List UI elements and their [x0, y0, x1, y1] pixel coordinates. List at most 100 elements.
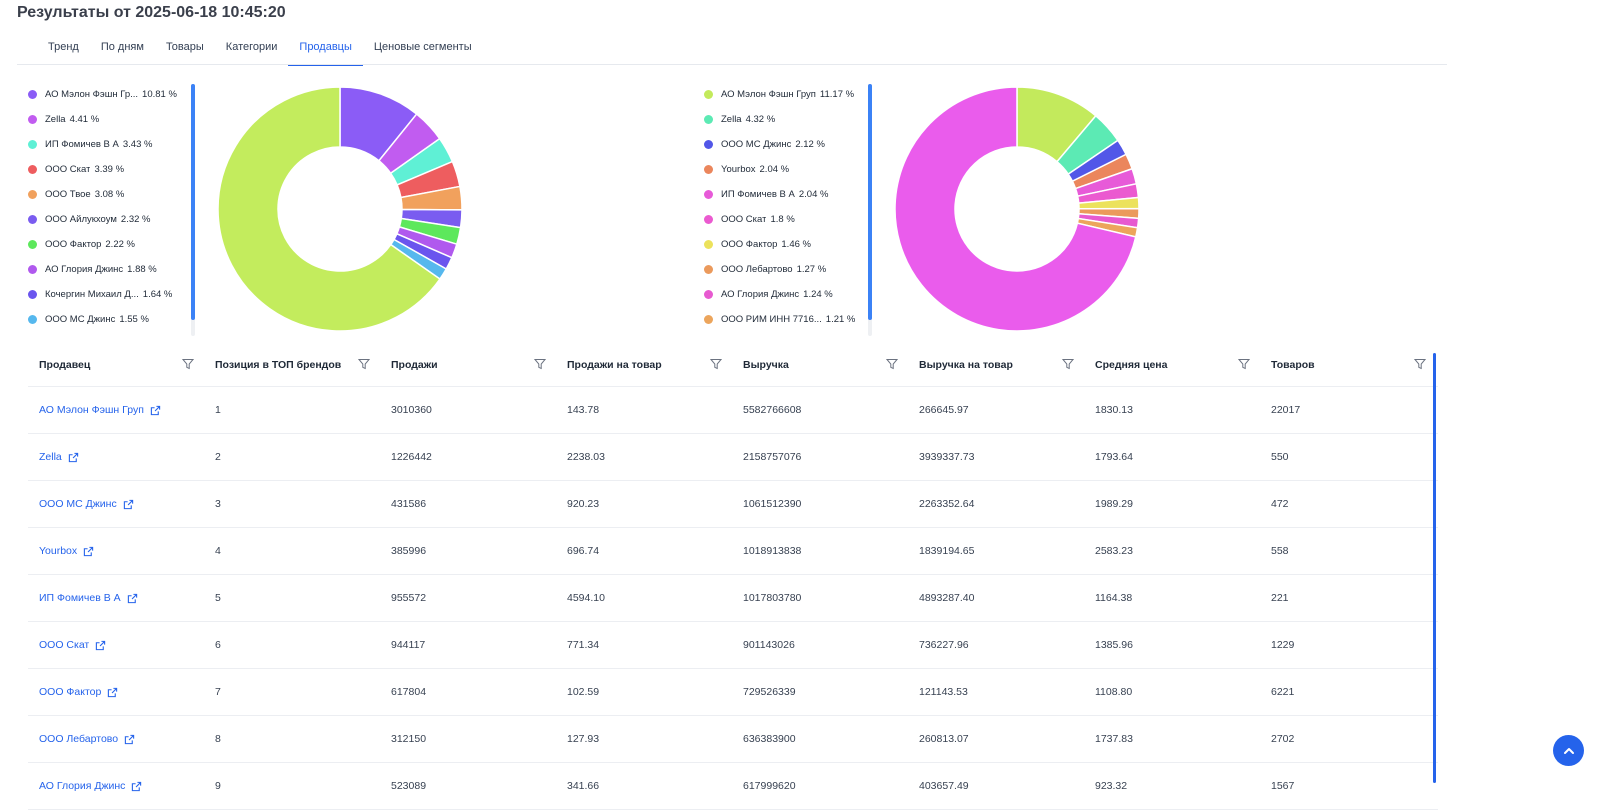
external-link-icon[interactable] [124, 734, 135, 745]
table-row: Yourbox 4 385996 696.74 1018913838 1839194.65… [28, 528, 1438, 575]
donut-slice-other[interactable] [217, 86, 441, 332]
table-cell: 1793.64 [1095, 451, 1133, 463]
tab-1[interactable]: По дням [100, 41, 144, 53]
column-header-label: Выручка на товар [919, 359, 1013, 371]
legend-item[interactable]: АО Глория Джинс 1.88 % [28, 257, 203, 282]
legend-item[interactable]: ООО МС Джинс 2.12 % [704, 132, 879, 157]
filter-icon[interactable] [1062, 358, 1074, 370]
tab-5[interactable]: Ценовые сегменты [373, 41, 472, 53]
column-header[interactable]: Позиция в ТОП брендов [204, 352, 380, 386]
legend-item[interactable]: ООО Твое 3.08 % [28, 182, 203, 207]
table-cell: 5582766608 [743, 404, 802, 416]
filter-icon[interactable] [182, 358, 194, 370]
legend-item[interactable]: АО Глория Джинс 1.24 % [704, 282, 879, 307]
column-header[interactable]: Продажи [380, 352, 556, 386]
legend-label: Zella [45, 114, 66, 125]
external-link-icon[interactable] [83, 546, 94, 557]
legend-label: ООО МС Джинс [721, 139, 792, 150]
seller-link[interactable]: ООО Фактор [39, 686, 204, 698]
filter-icon[interactable] [886, 358, 898, 370]
column-header[interactable]: Продавец [28, 352, 204, 386]
table-cell: 221 [1271, 592, 1289, 604]
table-cell: 696.74 [567, 545, 600, 557]
legend-value: 1.21 % [825, 314, 856, 325]
seller-link[interactable]: АО Глория Джинс [39, 780, 204, 792]
legend-left-scrollbar[interactable] [191, 84, 195, 320]
filter-icon[interactable] [534, 358, 546, 370]
column-header[interactable]: Выручка [732, 352, 908, 386]
table-cell: 1 [215, 404, 221, 416]
external-link-icon[interactable] [95, 640, 106, 651]
legend-item[interactable]: Zella 4.41 % [28, 107, 203, 132]
column-header[interactable]: Выручка на товар [908, 352, 1084, 386]
legend-item[interactable]: ООО МС Джинс 1.55 % [28, 307, 203, 332]
donut-chart-right [894, 86, 1140, 332]
legend-label: ООО Скат [721, 214, 767, 225]
legend-right-scrollbar[interactable] [868, 84, 872, 320]
external-link-icon[interactable] [107, 687, 118, 698]
seller-link[interactable]: ООО МС Джинс [39, 498, 204, 510]
filter-icon[interactable] [710, 358, 722, 370]
column-header-label: Средняя цена [1095, 359, 1168, 371]
seller-link[interactable]: ООО Лебартово [39, 733, 204, 745]
legend-color-dot [704, 190, 713, 199]
external-link-icon[interactable] [131, 781, 142, 792]
legend-item[interactable]: ООО Лебартово 1.27 % [704, 257, 879, 282]
legend-color-dot [704, 240, 713, 249]
legend-color-dot [704, 215, 713, 224]
table-cell: 923.32 [1095, 780, 1128, 792]
legend-value: 1.88 % [127, 264, 157, 275]
legend-item[interactable]: ООО Фактор 2.22 % [28, 232, 203, 257]
seller-name: ООО Фактор [39, 686, 102, 698]
column-header[interactable]: Средняя цена [1084, 352, 1260, 386]
legend-item[interactable]: АО Мэлон Фэшн Гр... 10.81 % [28, 82, 203, 107]
filter-icon[interactable] [1414, 358, 1426, 370]
external-link-icon[interactable] [150, 405, 161, 416]
legend-item[interactable]: ООО Скат 1.8 % [704, 207, 879, 232]
legend-item[interactable]: ООО Айлукхоум 2.32 % [28, 207, 203, 232]
seller-link[interactable]: АО Мэлон Фэшн Груп [39, 404, 204, 416]
scroll-to-top-button[interactable] [1553, 735, 1584, 766]
legend-item[interactable]: ООО Скат 3.39 % [28, 157, 203, 182]
column-header[interactable]: Продажи на товар [556, 352, 732, 386]
external-link-icon[interactable] [123, 499, 134, 510]
legend-item[interactable]: Zella 4.32 % [704, 107, 879, 132]
seller-link[interactable]: ИП Фомичев В А [39, 592, 204, 604]
external-link-icon[interactable] [127, 593, 138, 604]
filter-icon[interactable] [1238, 358, 1250, 370]
legend-item[interactable]: ООО РИМ ИНН 7716... 1.21 % [704, 307, 879, 332]
seller-link[interactable]: ООО Скат [39, 639, 204, 651]
filter-icon[interactable] [358, 358, 370, 370]
table-cell: 431586 [391, 498, 427, 510]
tab-2[interactable]: Товары [165, 41, 204, 53]
tab-3[interactable]: Категории [225, 41, 278, 53]
legend-value: 2.32 % [120, 214, 151, 225]
table-cell: 550 [1271, 451, 1289, 463]
legend-label: ООО Твое [45, 189, 91, 200]
legend-item[interactable]: ООО Фактор 1.46 % [704, 232, 879, 257]
table-cell: 9 [215, 780, 221, 792]
legend-item[interactable]: ИП Фомичев В А 3.43 % [28, 132, 203, 157]
legend-item[interactable]: АО Мэлон Фэшн Груп 11.17 % [704, 82, 879, 107]
seller-link[interactable]: Yourbox [39, 545, 204, 557]
column-header-label: Продавец [39, 359, 91, 371]
table-cell: 1226442 [391, 451, 432, 463]
external-link-icon[interactable] [68, 452, 79, 463]
legend-color-dot [704, 165, 713, 174]
seller-link[interactable]: Zella [39, 451, 204, 463]
tab-0[interactable]: Тренд [48, 41, 79, 53]
legend-item[interactable]: Yourbox 2.04 % [704, 157, 879, 182]
legend-item[interactable]: Кочергин Михаил Д... 1.64 % [28, 282, 203, 307]
column-header[interactable]: Товаров [1260, 352, 1436, 386]
legend-value: 10.81 % [142, 89, 177, 100]
tab-4[interactable]: Продавцы [288, 38, 363, 66]
legend-item[interactable]: ИП Фомичев В А 2.04 % [704, 182, 879, 207]
table-cell: 5 [215, 592, 221, 604]
legend-value: 1.27 % [796, 264, 827, 275]
table-cell: 1737.83 [1095, 733, 1133, 745]
table-row: ООО МС Джинс 3 431586 920.23 1061512390 22633… [28, 481, 1438, 528]
donut-slice-other[interactable] [894, 86, 1137, 332]
table-cell: 617804 [391, 686, 427, 698]
table-scrollbar[interactable] [1433, 353, 1436, 783]
arrow-up-icon [1563, 747, 1574, 754]
